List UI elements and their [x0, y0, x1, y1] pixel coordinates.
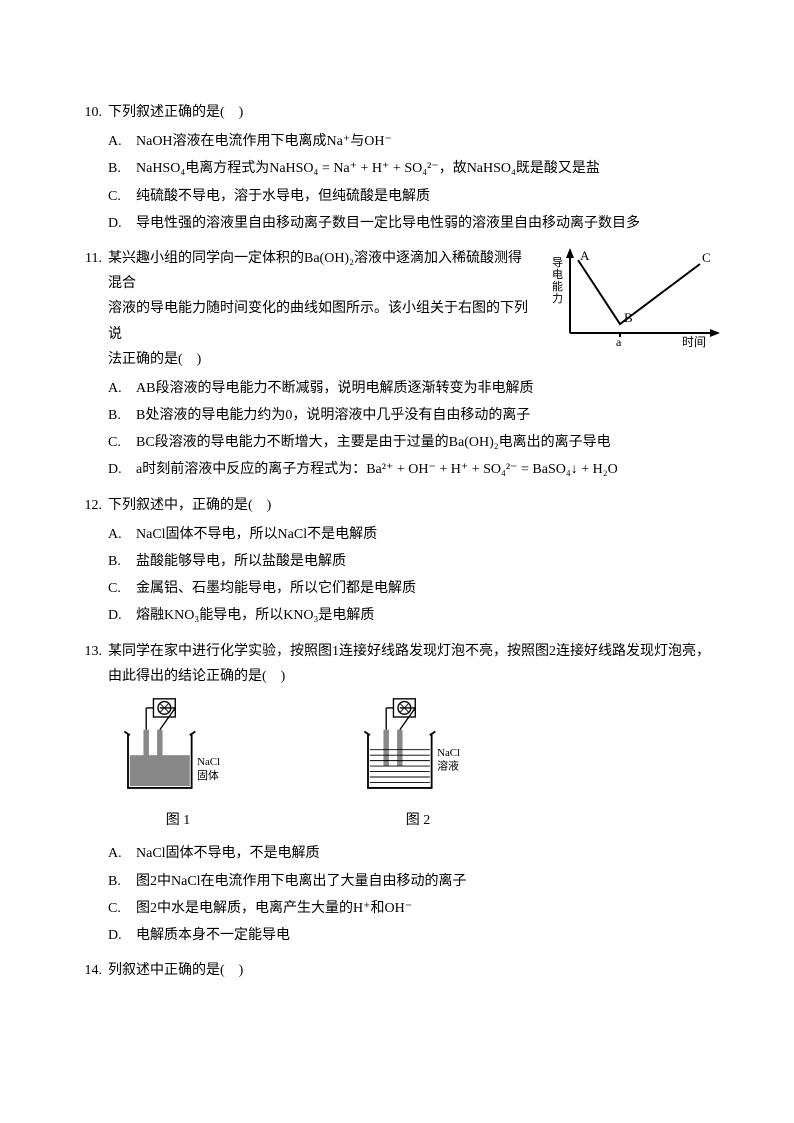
q13-figure-1: NaCl 固体 图 1	[108, 697, 248, 833]
question-11: 11. A B C a	[74, 246, 720, 485]
q11-option-d: D.a时刻前溶液中反应的离子方程式为：Ba²⁺ + OH⁻ + H⁺ + SO₄…	[108, 457, 720, 482]
q11-stem-3: 法正确的是( )	[108, 347, 535, 372]
q13-option-a: A.NaCl固体不导电，不是电解质	[108, 841, 720, 866]
q14-stem: 列叙述中正确的是( )	[108, 958, 720, 983]
question-13: 13. 某同学在家中进行化学实验，按照图1连接好线路发现灯泡不亮，按照图2连接好…	[74, 639, 720, 951]
q13-option-c: C.图2中水是电解质，电离产生大量的H⁺和OH⁻	[108, 896, 720, 921]
q10-d-text: 导电性强的溶液里自由移动离子数目一定比导电性弱的溶液里自由移动离子数目多	[136, 216, 640, 231]
q10-stem: 下列叙述正确的是( )	[108, 100, 720, 125]
q13-fig1-label2: 固体	[197, 768, 219, 782]
q12-number: 12.	[74, 493, 108, 518]
q13-fig1-caption: 图 1	[108, 808, 248, 833]
q10-c-text: 纯硫酸不导电，溶于水导电，但纯硫酸是电解质	[136, 189, 430, 204]
chart-ylabel-2: 电	[552, 268, 563, 281]
q13-d-text: 电解质本身不一定能导电	[136, 928, 290, 943]
page: 10. 下列叙述正确的是( ) A.NaOH溶液在电流作用下电离成Na⁺与OH⁻…	[0, 0, 794, 1123]
q11-option-b: B.B处溶液的导电能力约为0，说明溶液中几乎没有自由移动的离子	[108, 403, 720, 428]
chart-label-c: C	[702, 250, 711, 265]
q13-option-b: B.图2中NaCl在电流作用下电离出了大量自由移动的离子	[108, 869, 720, 894]
question-12: 12. 下列叙述中，正确的是( ) A.NaCl固体不导电，所以NaCl不是电解…	[74, 493, 720, 631]
chart-label-a: A	[580, 248, 590, 263]
q12-option-d: D.熔融KNO₃能导电，所以KNO₃是电解质	[108, 603, 720, 628]
q10-a-text: NaOH溶液在电流作用下电离成Na⁺与OH⁻	[136, 134, 392, 149]
chart-ylabel-3: 能	[552, 279, 563, 293]
q11-stem-2: 溶液的导电能力随时间变化的曲线如图所示。该小组关于右图的下列说	[108, 296, 535, 346]
q13-stem: 某同学在家中进行化学实验，按照图1连接好线路发现灯泡不亮，按照图2连接好线路发现…	[108, 639, 720, 689]
q11-option-a: A.AB段溶液的导电能力不断减弱，说明电解质逐渐转变为非电解质	[108, 376, 720, 401]
q13-fig1-label1: NaCl	[197, 756, 220, 768]
q10-option-d: D.导电性强的溶液里自由移动离子数目一定比导电性弱的溶液里自由移动离子数目多	[108, 211, 720, 236]
chart-ylabel-1: 导	[552, 256, 563, 269]
q12-option-a: A.NaCl固体不导电，所以NaCl不是电解质	[108, 522, 720, 547]
q10-option-b: B.NaHSO₄电离方程式为NaHSO₄ = Na⁺ + H⁺ + SO₄²⁻，…	[108, 156, 720, 181]
q13-b-text: 图2中NaCl在电流作用下电离出了大量自由移动的离子	[136, 874, 467, 889]
chart-xlabel: 时间	[682, 335, 706, 348]
question-14: 14. 列叙述中正确的是( )	[74, 958, 720, 983]
q10-option-a: A.NaOH溶液在电流作用下电离成Na⁺与OH⁻	[108, 129, 720, 154]
q12-option-c: C.金属铝、石墨均能导电，所以它们都是电解质	[108, 576, 720, 601]
q10-number: 10.	[74, 100, 108, 125]
q11-stem-1: 某兴趣小组的同学向一定体积的Ba(OH)₂溶液中逐滴加入稀硫酸测得混合	[108, 246, 535, 296]
question-10: 10. 下列叙述正确的是( ) A.NaOH溶液在电流作用下电离成Na⁺与OH⁻…	[74, 100, 720, 238]
q12-a-text: NaCl固体不导电，所以NaCl不是电解质	[136, 527, 377, 542]
q13-option-d: D.电解质本身不一定能导电	[108, 923, 720, 948]
q11-number: 11.	[74, 246, 108, 271]
q11-c-text: BC段溶液的导电能力不断增大，主要是由于过量的Ba(OH)₂电离出的离子导电	[136, 435, 611, 450]
q10-b-text: NaHSO₄电离方程式为NaHSO₄ = Na⁺ + H⁺ + SO₄²⁻，故N…	[136, 161, 600, 176]
chart-label-atime: a	[616, 335, 622, 348]
q12-b-text: 盐酸能够导电，所以盐酸是电解质	[136, 554, 346, 569]
q13-fig2-label2: 溶液	[437, 759, 459, 773]
q12-option-b: B.盐酸能够导电，所以盐酸是电解质	[108, 549, 720, 574]
q11-d-text: a时刻前溶液中反应的离子方程式为：Ba²⁺ + OH⁻ + H⁺ + SO₄²⁻…	[136, 462, 618, 477]
q13-number: 13.	[74, 639, 108, 664]
q13-figures: NaCl 固体 图 1	[108, 697, 720, 833]
q13-fig2-label1: NaCl	[437, 747, 460, 759]
q13-fig2-caption: 图 2	[348, 808, 488, 833]
q13-a-text: NaCl固体不导电，不是电解质	[136, 846, 320, 861]
q11-b-text: B处溶液的导电能力约为0，说明溶液中几乎没有自由移动的离子	[136, 408, 530, 423]
q12-d-text: 熔融KNO₃能导电，所以KNO₃是电解质	[136, 608, 374, 623]
q13-c-text: 图2中水是电解质，电离产生大量的H⁺和OH⁻	[136, 901, 412, 916]
q12-stem: 下列叙述中，正确的是( )	[108, 493, 720, 518]
q11-option-c: C.BC段溶液的导电能力不断增大，主要是由于过量的Ba(OH)₂电离出的离子导电	[108, 430, 720, 455]
q10-option-c: C.纯硫酸不导电，溶于水导电，但纯硫酸是电解质	[108, 184, 720, 209]
q14-number: 14.	[74, 958, 108, 983]
q12-c-text: 金属铝、石墨均能导电，所以它们都是电解质	[136, 581, 416, 596]
chart-label-b: B	[624, 310, 633, 325]
q11-chart: A B C a 导 电 能 力 时间	[550, 248, 730, 348]
q13-figure-2: NaCl 溶液 图 2	[348, 697, 488, 833]
chart-ylabel-4: 力	[552, 292, 563, 305]
q11-a-text: AB段溶液的导电能力不断减弱，说明电解质逐渐转变为非电解质	[136, 381, 533, 396]
